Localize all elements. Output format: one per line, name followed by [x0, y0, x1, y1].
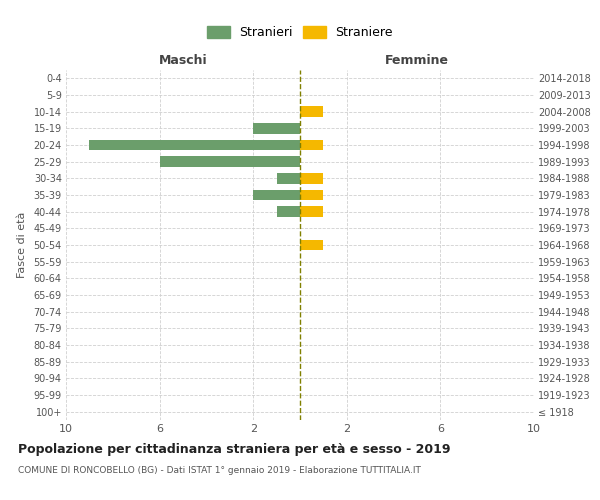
Text: Maschi: Maschi	[158, 54, 208, 66]
Bar	[300, 173, 323, 184]
Bar	[300, 190, 323, 200]
Text: Femmine: Femmine	[385, 54, 449, 66]
Bar	[89, 140, 300, 150]
Bar	[300, 140, 323, 150]
Bar	[253, 123, 300, 134]
Y-axis label: Fasce di età: Fasce di età	[17, 212, 26, 278]
Text: COMUNE DI RONCOBELLO (BG) - Dati ISTAT 1° gennaio 2019 - Elaborazione TUTTITALIA: COMUNE DI RONCOBELLO (BG) - Dati ISTAT 1…	[18, 466, 421, 475]
Bar	[160, 156, 300, 167]
Bar	[300, 206, 323, 217]
Y-axis label: Anni di nascita: Anni di nascita	[598, 204, 600, 286]
Bar	[253, 190, 300, 200]
Bar	[300, 106, 323, 117]
Bar	[277, 173, 300, 184]
Bar	[300, 240, 323, 250]
Text: Popolazione per cittadinanza straniera per età e sesso - 2019: Popolazione per cittadinanza straniera p…	[18, 442, 451, 456]
Bar	[277, 206, 300, 217]
Legend: Stranieri, Straniere: Stranieri, Straniere	[203, 22, 397, 42]
